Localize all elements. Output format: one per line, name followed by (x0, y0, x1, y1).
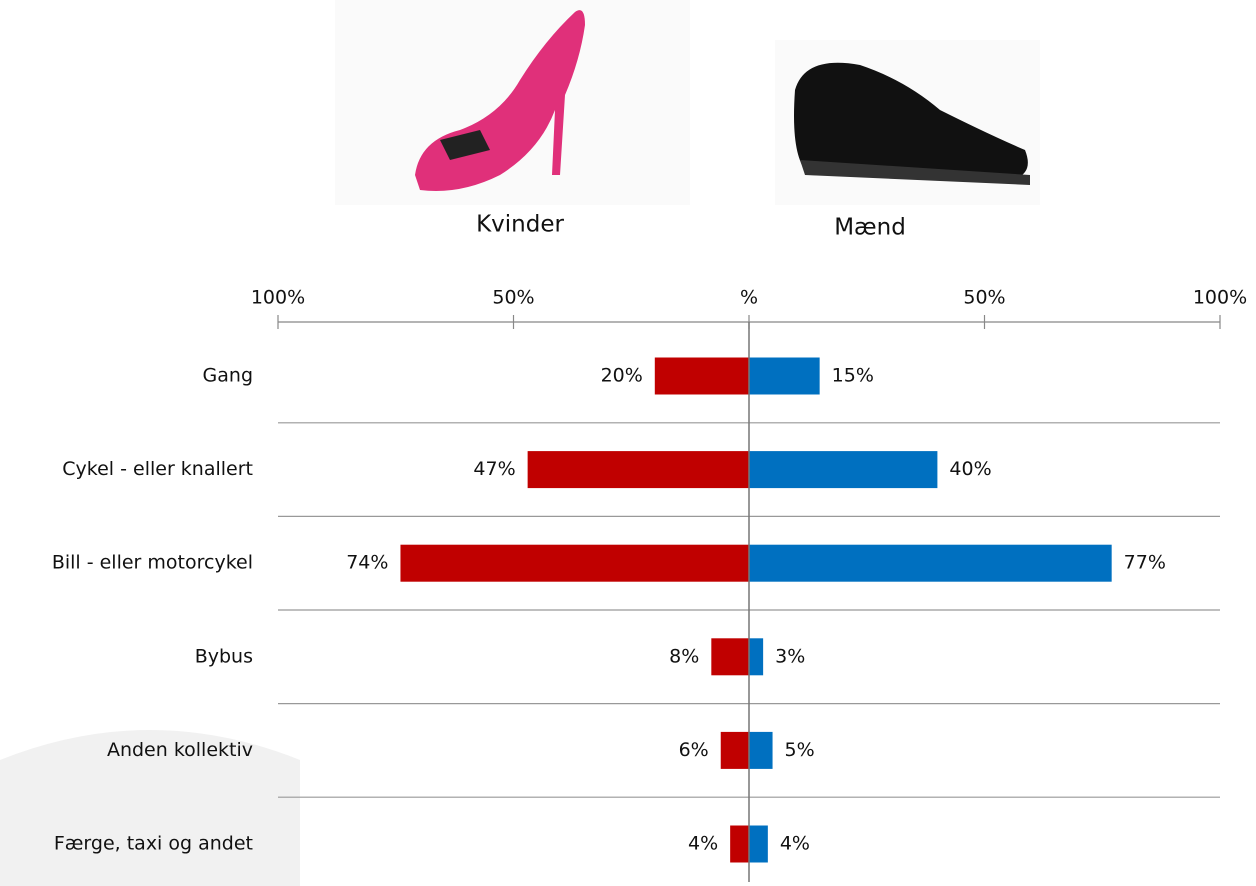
value-label: 6% (679, 739, 709, 761)
value-label: 40% (949, 458, 991, 480)
bar (749, 638, 764, 676)
bar (749, 544, 1112, 582)
value-label: 5% (785, 739, 815, 761)
x-tick-label: 100% (1193, 287, 1247, 309)
value-label: 8% (669, 645, 699, 667)
value-label: 15% (832, 365, 874, 387)
value-label: 74% (346, 552, 388, 574)
women-shoe-image (335, 0, 690, 205)
bar (654, 357, 749, 395)
x-tick-label: 100% (251, 287, 305, 309)
bar (749, 357, 820, 395)
bar (711, 638, 749, 676)
x-tick-label: 50% (492, 287, 534, 309)
bar (749, 825, 768, 863)
bar (749, 731, 773, 769)
value-label: 47% (473, 458, 515, 480)
category-label: Cykel - eller knallert (62, 458, 253, 480)
value-label: 77% (1124, 552, 1166, 574)
x-tick-label: 50% (963, 287, 1005, 309)
value-label: 4% (688, 833, 718, 855)
bar (400, 544, 749, 582)
category-label: Anden kollektiv (107, 739, 253, 761)
background-swoosh (0, 730, 300, 886)
men-shoe-image (775, 40, 1040, 205)
category-label: Bill - eller motorcykel (52, 552, 253, 574)
legend-label: Mænd (834, 215, 906, 241)
bar (527, 451, 749, 489)
bar (720, 731, 749, 769)
category-label: Bybus (195, 645, 253, 667)
category-label: Gang (203, 365, 253, 387)
bar (730, 825, 749, 863)
value-label: 20% (601, 365, 643, 387)
category-label: Færge, taxi og andet (54, 833, 253, 855)
value-label: 3% (775, 645, 805, 667)
value-label: 4% (780, 833, 810, 855)
x-tick-label: % (740, 287, 758, 309)
bar (749, 451, 938, 489)
legend-label: Kvinder (476, 212, 564, 238)
